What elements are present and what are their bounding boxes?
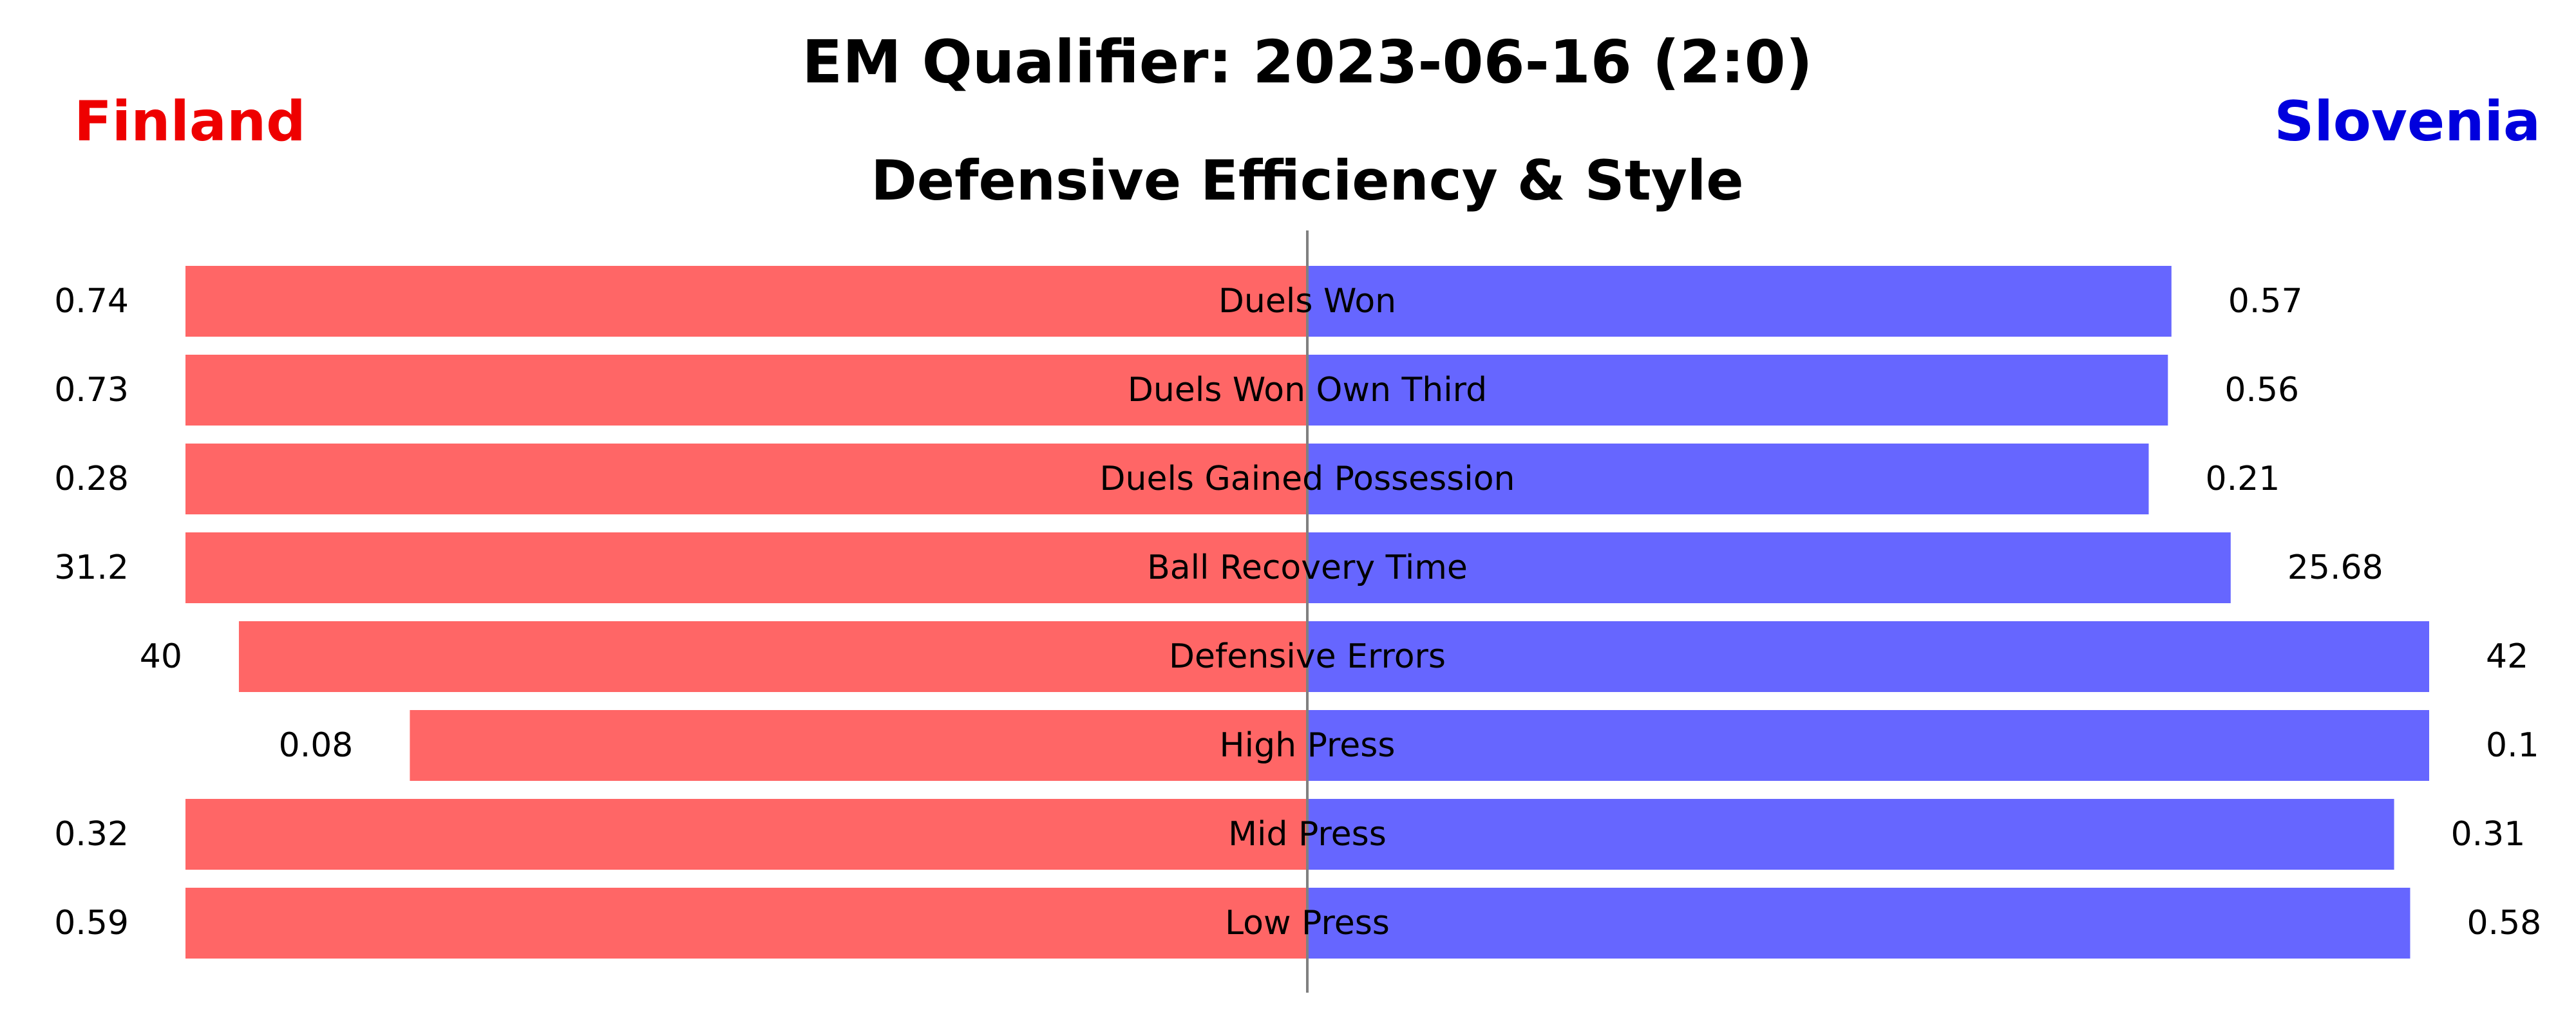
category-label-3: Ball Recovery Time (1147, 548, 1468, 587)
value-label-right-1: 0.56 (2224, 371, 2299, 409)
category-label-2: Duels Gained Possession (1099, 460, 1515, 498)
value-label-right-5: 0.1 (2486, 726, 2539, 765)
category-label-6: Mid Press (1228, 815, 1387, 854)
bar-left-2 (185, 444, 1307, 514)
value-label-right-7: 0.58 (2467, 904, 2541, 942)
value-label-right-0: 0.57 (2228, 282, 2303, 321)
category-label-0: Duels Won (1218, 282, 1396, 321)
category-label-7: Low Press (1225, 904, 1390, 942)
value-labels-group: 0.74 0.57 0.73 0.56 0.28 0.21 31.2 25.68 40 42 0.0… (54, 282, 2541, 942)
bar-left-5 (410, 710, 1307, 781)
chart-subtitle: Defensive Efficiency & Style (871, 149, 1743, 213)
bar-right-2 (1307, 444, 2149, 514)
bar-left-0 (185, 266, 1307, 337)
bars-group (185, 266, 2429, 959)
value-label-right-2: 0.21 (2206, 460, 2280, 498)
value-label-left-5: 0.08 (279, 726, 354, 765)
bar-right-0 (1307, 266, 2172, 337)
bar-left-7 (185, 888, 1307, 959)
bar-right-4 (1307, 621, 2429, 692)
category-labels-group: Duels Won Duels Won Own Third Duels Gained… (1099, 282, 1515, 942)
category-label-5: High Press (1220, 726, 1396, 765)
value-label-left-3: 31.2 (54, 548, 129, 587)
value-label-right-6: 0.31 (2451, 815, 2526, 854)
value-label-left-0: 0.74 (54, 282, 129, 321)
team-left-label: Finland (74, 89, 306, 154)
bar-left-1 (185, 355, 1307, 426)
category-label-1: Duels Won Own Third (1128, 371, 1487, 409)
value-label-left-6: 0.32 (54, 815, 129, 854)
bar-left-3 (185, 532, 1307, 603)
value-label-left-2: 0.28 (54, 460, 129, 498)
bar-right-5 (1307, 710, 2429, 781)
value-label-left-4: 40 (140, 637, 182, 676)
bar-right-7 (1307, 888, 2410, 959)
team-right-label: Slovenia (2274, 89, 2541, 154)
value-label-left-7: 0.59 (54, 904, 129, 942)
chart-title: EM Qualifier: 2023-06-16 (2:0) (802, 28, 1812, 97)
category-label-4: Defensive Errors (1169, 637, 1446, 676)
bar-left-6 (185, 799, 1307, 870)
value-label-right-4: 42 (2486, 637, 2528, 676)
value-label-right-3: 25.68 (2287, 548, 2383, 587)
bar-right-1 (1307, 355, 2168, 426)
value-label-left-1: 0.73 (54, 371, 129, 409)
bar-right-6 (1307, 799, 2394, 870)
bar-right-3 (1307, 532, 2231, 603)
bar-left-4 (238, 621, 1307, 692)
